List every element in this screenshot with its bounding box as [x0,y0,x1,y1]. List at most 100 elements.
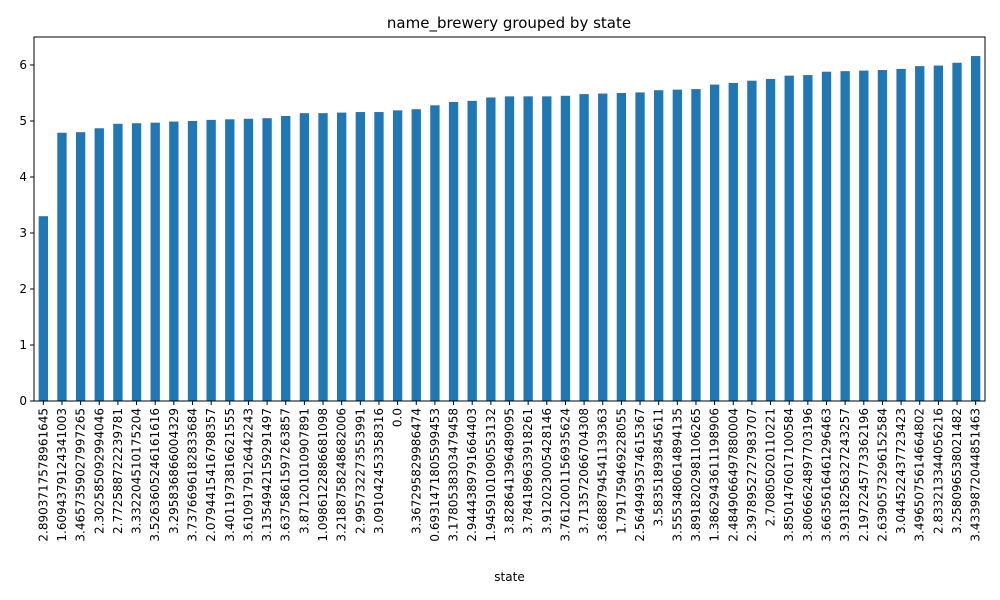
x-tick-label: 2.9444389791664403 [465,408,479,542]
x-tick-label: 3.58351893845611 [652,408,666,526]
x-tick-label: 3.258096538021482 [950,408,964,534]
x-tick-label: 3.713572066704308 [577,408,591,534]
y-tick-label: 2 [19,282,27,296]
bar [355,112,365,401]
x-tick-label: 2.0794415416798357 [204,408,218,542]
bar [821,71,832,401]
bar [542,96,552,402]
bar [840,71,850,401]
bar [467,100,477,401]
bar [169,121,179,401]
x-tick-label: 1.6094379124341003 [55,408,69,542]
y-tick-label: 0 [19,394,27,408]
x-tick-label: 3.784189633918261 [521,408,535,534]
x-tick-label: 0.0 [391,408,405,427]
x-tick-label: 3.7376696182833684 [186,408,200,542]
bar [560,95,571,402]
x-tick-label: 3.912023005428146 [540,408,554,534]
bar [187,121,198,401]
bar [859,70,869,401]
x-tick-label: 3.4965075614664802 [913,408,927,542]
bar [971,56,981,401]
x-tick-label: 2.995732273553991 [353,408,367,534]
y-tick-label: 1 [19,338,27,352]
bar [747,80,757,402]
x-tick-label: 3.332204510175204 [130,408,144,534]
x-axis-label: state [494,570,524,584]
x-tick-label: 3.1354942159291497 [260,408,274,542]
x-tick-label: 3.4011973816621555 [223,408,237,542]
plot-frame [33,36,986,402]
bar [57,132,67,401]
bar [765,79,776,401]
y-tick-label: 6 [19,58,27,72]
y-axis: 0 1 2 3 4 5 6 [19,58,34,408]
x-tick-label: 3.2188758248682006 [335,408,349,542]
bar [448,101,459,402]
x-tick-label: 3.828641396489095 [503,408,517,534]
x-tick-label: 3.044522437723423 [894,408,908,534]
bar [654,90,664,401]
bar [281,115,291,402]
x-tick-label: 2.5649493574615367 [633,408,647,542]
bar [486,97,496,401]
bar [523,96,533,402]
x-tick-label: 3.6109179126442243 [241,408,255,542]
x-tick-label: 3.4657359027997265 [74,408,88,542]
x-tick-label: 1.0986122886681098 [316,408,330,542]
bar [299,113,310,401]
x-tick-label: 1.3862943611198906 [708,408,722,542]
x-tick-label: 3.4339872044851463 [969,408,983,542]
x-tick-label: 3.6635616461296463 [820,408,834,542]
bar [598,93,608,401]
x-tick-label: 0.6931471805599453 [428,408,442,542]
x-tick-label: 2.3978952727983707 [745,408,759,542]
x-tick-label: 3.6888794541139363 [596,408,610,542]
bar [896,68,906,402]
bar [784,75,794,401]
bar [877,70,888,401]
chart-title: name_brewery grouped by state [387,14,631,33]
bar [709,84,720,401]
bar [318,113,328,401]
x-tick-label: 2.833213344056216 [931,408,945,534]
x-tick-label: 3.9318256327243257 [838,408,852,542]
x-tick-label: 2.1972245773362196 [857,408,871,542]
bars-group [38,56,981,402]
x-tick-label: 3.8918202981106265 [689,408,703,542]
x-tick-label: 3.5553480614894135 [670,408,684,542]
x-axis: 2.8903717578961645 1.6094379124341003 3.46… [36,401,983,542]
bar [635,92,645,401]
x-tick-label: 2.772588722239781 [111,408,125,534]
x-tick-label: 2.302585092994046 [92,408,106,534]
x-tick-label: 3.5263605246161616 [148,408,162,542]
x-tick-label: 2.4849066497880004 [726,408,740,542]
bar [94,128,104,401]
x-tick-label: 3.367295829986474 [409,408,423,534]
bar [691,89,701,401]
y-tick-label: 4 [19,170,27,184]
bar [225,119,235,401]
bar [504,96,515,402]
bar [374,112,384,401]
bar [113,123,123,402]
y-tick-label: 3 [19,226,27,240]
x-tick-label: 3.6375861597263857 [279,408,293,542]
bar [150,122,160,402]
bar [430,105,440,401]
y-tick-label: 5 [19,114,27,128]
x-tick-label: 1.791759469228055 [614,408,628,534]
x-tick-label: 3.871201010907891 [297,408,311,534]
bar [803,75,813,401]
x-tick-label: 2.6390573296152584 [875,408,889,542]
x-tick-label: 3.1780538303479458 [447,408,461,542]
bar [337,112,347,401]
bar [262,118,272,401]
bar [915,66,925,402]
x-tick-label: 3.295836866004329 [167,408,181,534]
bar [579,94,589,402]
bar [411,109,421,402]
x-tick-label: 2.8903717578961645 [36,408,50,542]
x-tick-label: 1.9459101090553132 [484,408,498,542]
